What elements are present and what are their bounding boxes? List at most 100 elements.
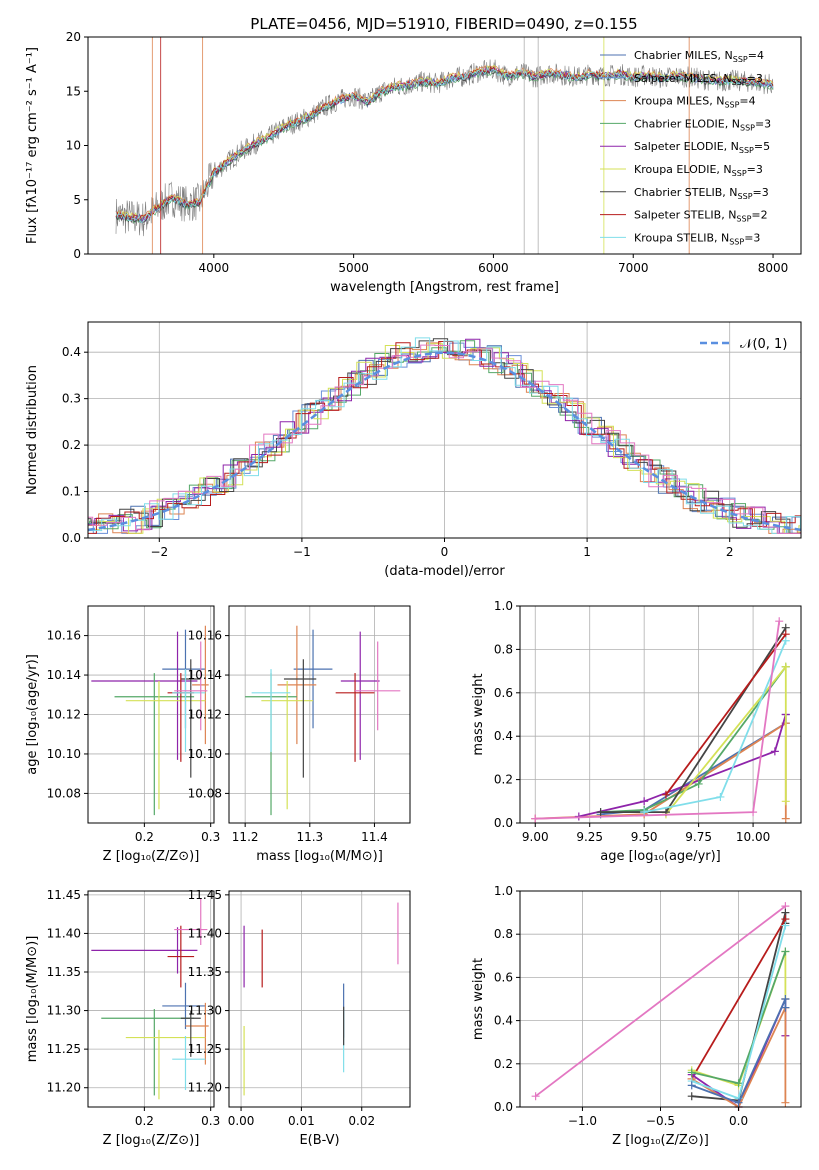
age-vs-mass-panel-grid <box>229 606 410 823</box>
legend-label: Kroupa MILES, NSSP=4 <box>634 95 756 110</box>
errorbar-point <box>185 1002 209 1065</box>
weight-line <box>600 627 787 813</box>
errorbar-point <box>261 680 314 810</box>
weight-line <box>535 721 787 820</box>
histogram-step <box>88 340 801 534</box>
weight-marker <box>781 995 790 1003</box>
histogram-step <box>88 341 801 534</box>
weight-line <box>690 918 787 1080</box>
mass-vs-Z-data <box>91 898 209 1100</box>
normal-curve <box>88 351 801 532</box>
errorbar-point <box>174 641 208 731</box>
histogram-step <box>88 342 801 534</box>
mass-vs-EBV-panel-grid <box>229 891 410 1107</box>
y-axis-label: Flux [fλ10⁻¹⁷ erg cm⁻² s⁻¹ A⁻¹] <box>25 47 40 244</box>
age-vs-mass-data <box>245 625 401 816</box>
errorbar-point <box>174 898 208 945</box>
mass-vs-EBV-data <box>243 902 399 1096</box>
weight-marker <box>781 1003 790 1012</box>
y-tick-label: 0.0 <box>494 1100 513 1114</box>
y-tick-label: 0.0 <box>494 816 513 830</box>
errorbar-point <box>91 927 198 974</box>
x-axis-label: mass [log₁₀(M/M⊙)] <box>256 849 383 864</box>
legend-label: Kroupa ELODIE, NSSP=3 <box>634 163 763 178</box>
errorbar-point <box>251 669 291 752</box>
legend-label: Salpeter ELODIE, NSSP=5 <box>634 140 770 155</box>
y-tick-label: 5 <box>73 193 81 207</box>
y-tick-label: 11.20 <box>188 1081 222 1095</box>
y-tick-label: 11.35 <box>47 965 81 979</box>
errorbar-point <box>335 673 375 762</box>
y-tick-label: 11.45 <box>188 888 222 902</box>
weight-vs-age-data <box>531 617 790 823</box>
errorbar-point <box>355 641 401 731</box>
y-tick-label: 10.08 <box>188 786 222 800</box>
weight-line <box>578 714 787 818</box>
weight-marker <box>781 947 790 956</box>
age-vs-Z-panel: 0.2 0.3 10.08 10.10 10.12 10.14 10.16 Z [log₁₀(… <box>25 605 220 864</box>
x-tick-label: 9.75 <box>685 830 712 844</box>
y-tick-label: 0.4 <box>494 1014 513 1028</box>
x-tick-label: 0.0 <box>729 1114 748 1128</box>
weight-marker <box>781 921 790 930</box>
x-tick-label: 0.00 <box>228 1114 255 1128</box>
age-vs-Z-data <box>91 625 209 816</box>
x-tick-label: 11.2 <box>232 830 259 844</box>
weight-line <box>600 666 787 813</box>
y-tick-label: 0.4 <box>62 345 81 359</box>
y-tick-label: 10.10 <box>188 747 222 761</box>
x-tick-label: 0.01 <box>288 1114 315 1128</box>
residuals-panel: −2 −1 0 1 2 0.0 0.1 0.2 0.3 0.4 (data-model)/error… <box>25 321 802 579</box>
weight-marker <box>716 792 725 801</box>
weight-marker <box>770 747 779 756</box>
x-axis-label: wavelength [Angstrom, rest frame] <box>330 280 559 295</box>
x-tick-label: 0.02 <box>348 1114 375 1128</box>
weight-marker <box>781 662 790 671</box>
y-tick-label: 0 <box>73 247 81 261</box>
weight-marker <box>781 814 790 823</box>
y-tick-label: 10.14 <box>47 668 81 682</box>
x-axis-label: Z [log₁₀(Z/Z⊙)] <box>612 1133 709 1148</box>
weight-vs-age-panel-grid <box>520 605 801 824</box>
errorbar-point <box>172 669 206 752</box>
x-tick-label: 5000 <box>338 261 369 275</box>
model-spectrum-line <box>115 66 774 221</box>
weight-vs-Z-panel-grid <box>520 890 801 1108</box>
errorbar-point <box>167 925 195 988</box>
y-tick-label: 0.4 <box>494 729 513 743</box>
mass-vs-Z-panel: 0.2 0.3 11.20 11.25 11.30 11.35 11.40 11.45 Z [l… <box>25 888 220 1148</box>
errorbar-point <box>172 1036 206 1091</box>
weight-marker <box>596 808 605 817</box>
y-tick-label: 11.45 <box>47 888 81 902</box>
x-axis-label: Z [log₁₀(Z/Z⊙)] <box>103 849 200 864</box>
y-tick-label: 0.2 <box>494 1057 513 1071</box>
weight-vs-age-panel: 9.00 9.25 9.50 9.75 10.00 0.0 0.2 0.4 0.6 0.8 1.0 a… <box>471 599 802 864</box>
y-axis-label: mass weight <box>471 958 486 1040</box>
weight-marker <box>687 1068 696 1077</box>
y-tick-label: 0.8 <box>494 927 513 941</box>
x-tick-label: 0.2 <box>135 1114 154 1128</box>
weight-line <box>535 905 786 1097</box>
histogram-step <box>88 337 801 534</box>
errorbar-point <box>277 625 317 745</box>
y-tick-label: 10.14 <box>188 668 222 682</box>
weight-marker <box>694 779 703 788</box>
normal-legend-label: 𝒩(0, 1) <box>740 337 787 352</box>
x-axis-label: Z [log₁₀(Z/Z⊙)] <box>103 1133 200 1148</box>
residuals-panel-grid <box>88 322 801 539</box>
spectrum-data <box>115 37 774 254</box>
legend-label: Kroupa STELIB, NSSP=3 <box>634 231 760 246</box>
x-tick-label: 11.3 <box>296 830 323 844</box>
spectrum-panel: 4000 5000 6000 7000 8000 0 5 10 15 20 wavelength [… <box>25 30 802 295</box>
y-tick-label: 11.25 <box>188 1042 222 1056</box>
x-tick-label: 11.4 <box>361 830 388 844</box>
y-tick-label: 11.35 <box>188 965 222 979</box>
y-tick-label: 0.6 <box>494 686 513 700</box>
y-tick-label: 1.0 <box>494 884 513 898</box>
model-spectrum-line <box>115 65 774 221</box>
weight-marker <box>687 1092 696 1101</box>
errorbar-point <box>91 631 198 760</box>
errorbar-point <box>180 659 201 778</box>
x-tick-label: 1 <box>583 545 591 559</box>
y-tick-label: 20 <box>66 30 81 44</box>
